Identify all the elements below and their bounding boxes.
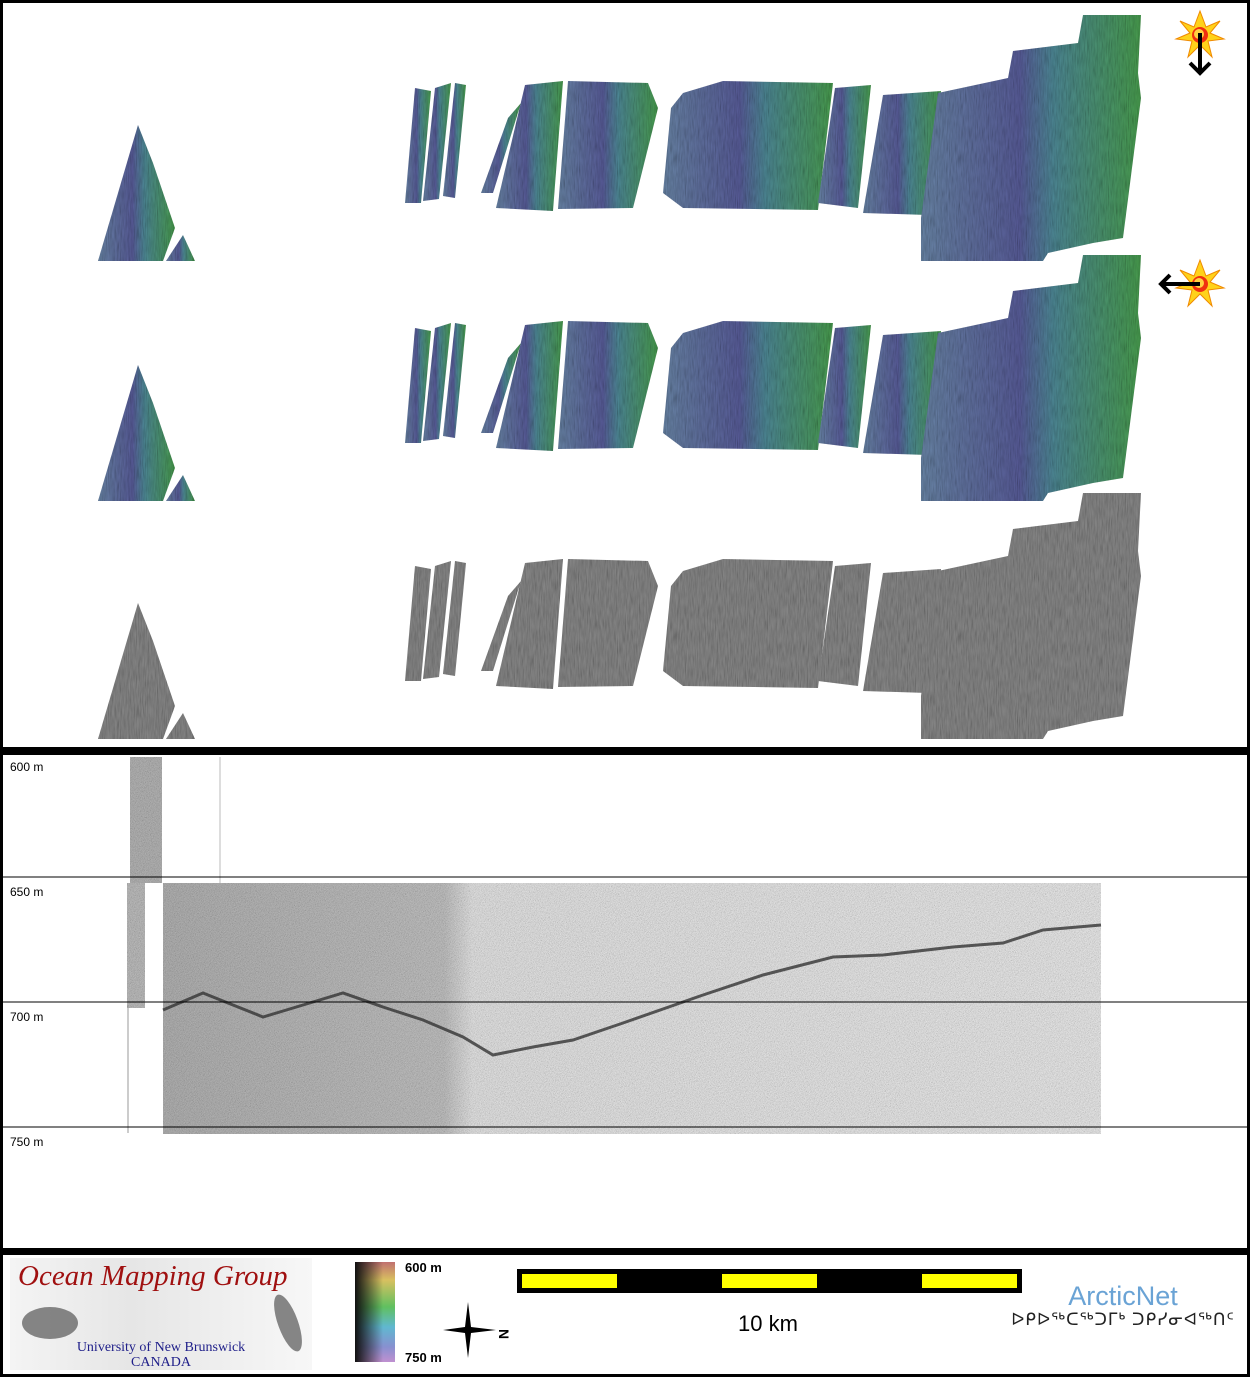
maps-svg [98,9,1226,739]
echogram-main [163,883,1101,1134]
logo-title: Ocean Mapping Group [18,1260,288,1292]
scale-bar [517,1269,1022,1293]
scale-label: 10 km [738,1311,798,1336]
echogram-column [127,883,145,1008]
north-label: N [496,1329,512,1339]
arcticnet-logo: ArcticNet ᐅᑭᐅᖅᑕᖅᑐᒥᒃ ᑐᑭᓯᓂᐊᖅᑎᑦ [1003,1281,1243,1330]
arrow-left-icon [1158,273,1200,295]
backscatter-row [98,493,1141,739]
footer-panel: Ocean Mapping Group University of New Br… [3,1255,1247,1374]
ocean-mapping-group-logo: Ocean Mapping Group University of New Br… [10,1258,312,1370]
scale-segment [722,1274,817,1288]
logo-country: CANADA [131,1355,191,1370]
depth-label-700: 700 m [10,1010,44,1024]
scale-segment [522,1274,617,1288]
arcticnet-inuktitut: ᐅᑭᐅᖅᑕᖅᑐᒥᒃ ᑐᑭᓯᓂᐊᖅᑎᑦ [1011,1310,1235,1329]
arrow-down-icon [1188,33,1212,76]
depth-colour-legend [355,1262,395,1362]
profile-svg [3,757,1247,1134]
seabed-echo-line [162,923,1102,1057]
legend-top-label: 600 m [405,1260,442,1275]
seafloor-image [22,1294,302,1352]
logo-university: University of New Brunswick [76,1340,246,1355]
bathymetry-row-sun-east [98,255,1141,501]
north-arrow-icon: N [443,1302,512,1358]
bathymetry-row-sun-north [98,15,1141,261]
arcticnet-name: ArcticNet [1068,1281,1178,1311]
legend-bottom-label: 750 m [405,1350,442,1365]
echogram-column [130,757,162,883]
depth-label-650: 650 m [10,885,44,899]
depth-label-750: 750 m [10,1135,44,1149]
depth-label-600: 600 m [10,760,44,774]
scale-segment [922,1274,1017,1288]
echogram-profile-panel: 600 m 650 m 700 m 750 m [3,755,1247,1248]
bathymetry-maps-panel [3,3,1247,747]
